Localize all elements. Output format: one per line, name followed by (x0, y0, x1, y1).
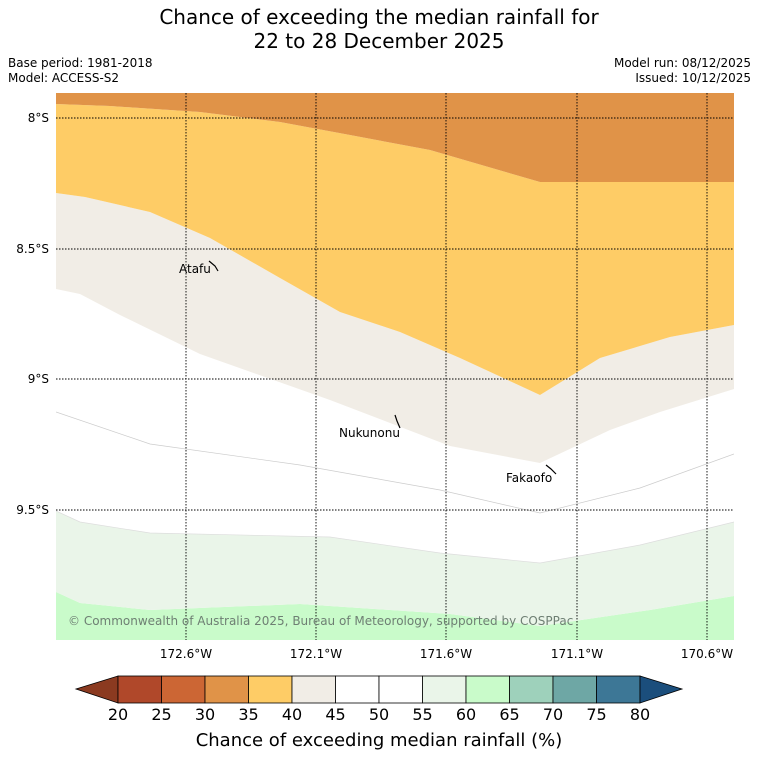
band-30-35 (56, 93, 734, 182)
meta-left: Base period: 1981-2018 Model: ACCESS-S2 (8, 56, 153, 86)
colorbar-tick: 50 (368, 705, 390, 724)
copyright-notice: © Commonwealth of Australia 2025, Bureau… (68, 614, 574, 628)
band-35-40 (56, 104, 734, 395)
colorbar-tick: 30 (194, 705, 216, 724)
colorbar-tick: 45 (325, 705, 346, 724)
lon-label-172-6: 172.6°W (159, 647, 213, 661)
colorbar-swatch-25-30 (161, 675, 206, 704)
colorbar-swatch-70-75 (552, 675, 597, 704)
title-line-2: 22 to 28 December 2025 (253, 29, 505, 53)
lat-label-8-5: 8.5°S (16, 242, 49, 256)
band-40-45 (56, 193, 734, 463)
colorbar-tick: 35 (238, 705, 259, 724)
colorbar-high-extend (639, 675, 684, 704)
title-line-1: Chance of exceeding the median rainfall … (159, 5, 599, 29)
lat-label-8: 8°S (27, 111, 49, 125)
colorbar-swatch-75-80 (596, 675, 641, 704)
colorbar-swatch-35-40 (248, 675, 293, 704)
colorbar-tick: 80 (629, 705, 651, 724)
contour-50-line (56, 411, 734, 514)
colorbar-tick: 60 (455, 705, 477, 724)
place-atafu: Atafu (179, 262, 211, 276)
lon-label-171-6: 171.6°W (419, 647, 473, 661)
map-title: Chance of exceeding the median rainfall … (0, 5, 758, 53)
colorbar-swatch-55-60 (422, 675, 467, 704)
colorbar-swatch-65-70 (509, 675, 554, 704)
colorbar-title: Chance of exceeding median rainfall (%) (195, 730, 563, 751)
colorbar-swatch-50-55 (378, 675, 423, 704)
meta-right: Model run: 08/12/2025 Issued: 10/12/2025 (614, 56, 751, 86)
model-run: Model run: 08/12/2025 (613, 56, 751, 70)
lon-label-171-1: 171.1°W (550, 647, 604, 661)
colorbar-tick: 40 (281, 705, 303, 724)
place-nukunonu: Nukunonu (339, 426, 400, 440)
model-name: Model: ACCESS-S2 (8, 71, 120, 85)
base-period: Base period: 1981-2018 (8, 56, 153, 70)
colorbar-swatch-60-65 (465, 675, 510, 704)
atafu-outline (208, 260, 219, 272)
colorbar-swatch-40-45 (291, 675, 336, 704)
colorbar-tick: 70 (542, 705, 564, 724)
lon-label-170-6: 170.6°W (680, 647, 734, 661)
colorbar-tick: 65 (499, 705, 520, 724)
issued-date: Issued: 10/12/2025 (635, 71, 751, 85)
contour-layers (56, 93, 734, 640)
fakaofo-outline (545, 464, 557, 475)
colorbar-tick: 55 (412, 705, 433, 724)
lat-label-9: 9°S (27, 372, 49, 386)
gridlines (56, 93, 734, 640)
colorbar-swatch-45-50 (335, 675, 380, 704)
nukunonu-outline (394, 414, 401, 429)
colorbar-swatch-20-25 (117, 675, 162, 704)
colorbar-low-extend (74, 675, 119, 704)
place-fakaofo: Fakaofo (506, 471, 553, 485)
atolls (208, 260, 557, 475)
band-60-65 (56, 592, 734, 640)
colorbar-tick: 25 (151, 705, 172, 724)
lat-label-9-5: 9.5°S (16, 503, 49, 517)
contour-55-line (56, 510, 734, 564)
band-55-60 (56, 511, 734, 626)
colorbar-tick: 20 (107, 705, 129, 724)
colorbar (74, 675, 684, 704)
lon-label-172-1: 172.1°W (289, 647, 343, 661)
colorbar-tick: 75 (586, 705, 607, 724)
colorbar-swatch-30-35 (204, 675, 249, 704)
